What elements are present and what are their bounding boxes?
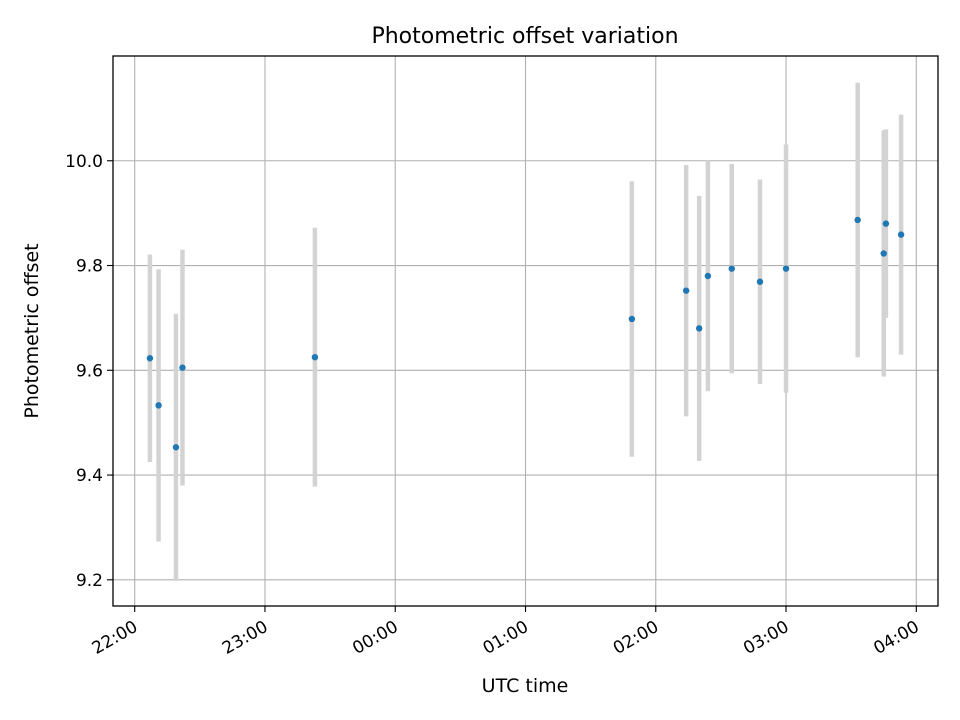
y-tick-label: 9.4	[76, 466, 103, 486]
x-tick-label: 04:00	[870, 617, 922, 659]
x-tick-label: 01:00	[480, 617, 532, 659]
data-point	[172, 444, 180, 451]
grid	[113, 56, 938, 606]
data-point	[146, 355, 154, 362]
data-point	[882, 220, 890, 227]
data-point	[728, 265, 735, 272]
data-point	[682, 287, 690, 294]
data-point	[897, 231, 905, 238]
data-point	[311, 353, 319, 361]
data-point	[854, 216, 861, 224]
y-tick-label: 10.0	[65, 152, 103, 172]
y-axis: 9.2 9.4 9.6 9.8 10.0	[65, 152, 113, 591]
chart-title: Photometric offset variation	[371, 24, 678, 49]
x-tick-label: 03:00	[740, 617, 792, 659]
x-tick-label: 00:00	[349, 617, 401, 659]
data-point	[179, 364, 186, 371]
x-tick-label: 23:00	[219, 617, 271, 659]
x-axis-label: UTC time	[482, 675, 569, 697]
data-point	[704, 272, 712, 280]
data-point	[756, 278, 764, 285]
data-point	[695, 325, 703, 332]
y-axis-label: Photometric offset	[21, 243, 43, 418]
data-points	[146, 216, 905, 451]
data-point	[880, 250, 887, 257]
y-tick-label: 9.6	[76, 361, 103, 381]
x-tick-label: 02:00	[610, 617, 662, 659]
y-tick-label: 9.2	[76, 571, 103, 591]
x-axis: 22:00 23:00 00:00 01:00 02:00 03:00 04:00	[89, 606, 923, 659]
data-point	[155, 402, 162, 409]
x-tick-label: 22:00	[89, 617, 141, 659]
data-point	[628, 315, 636, 323]
data-point	[782, 265, 790, 272]
y-tick-label: 9.8	[76, 257, 103, 277]
